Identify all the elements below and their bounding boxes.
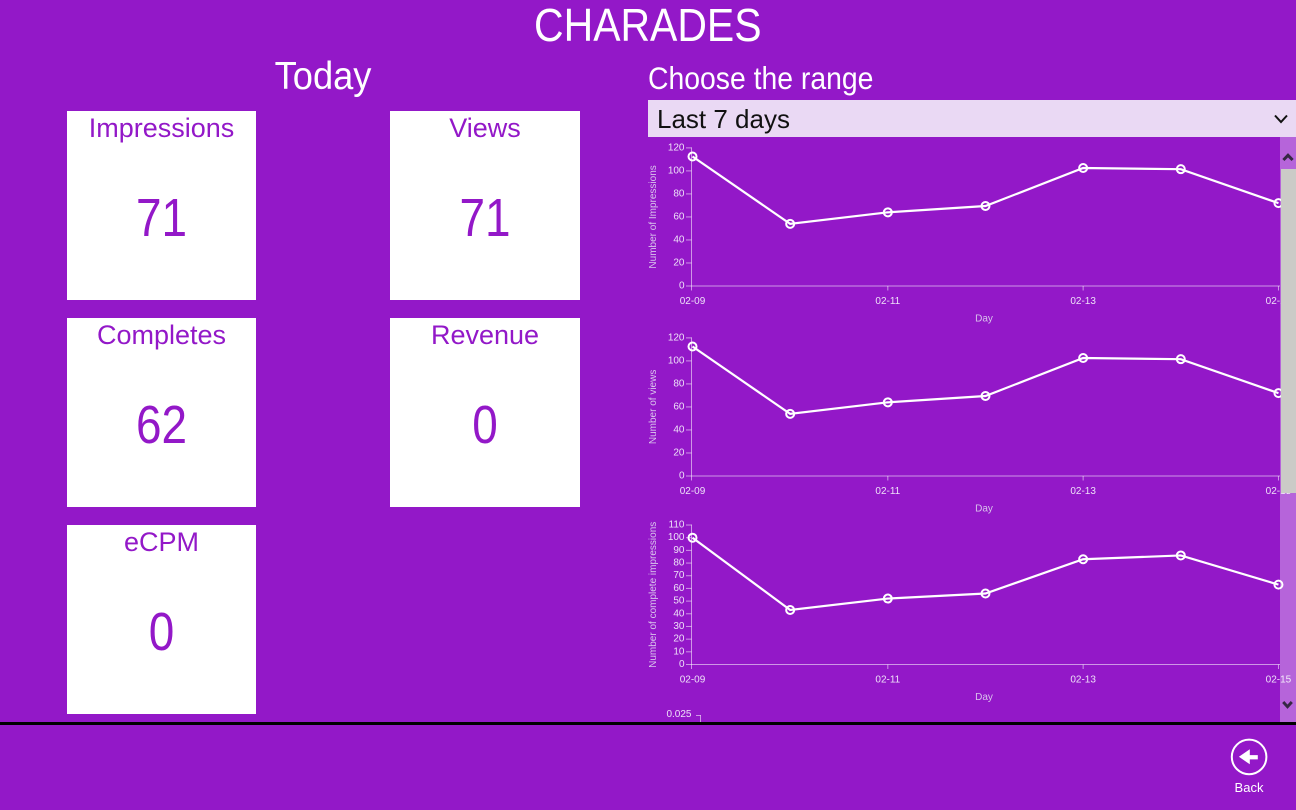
svg-text:40: 40	[673, 608, 685, 619]
svg-text:Day: Day	[975, 692, 993, 703]
svg-text:02-09: 02-09	[680, 486, 706, 497]
svg-text:0: 0	[679, 659, 685, 670]
svg-text:120: 120	[668, 142, 685, 153]
svg-text:02-11: 02-11	[875, 296, 900, 307]
svg-text:02-09: 02-09	[680, 675, 706, 686]
svg-text:60: 60	[673, 583, 685, 594]
svg-text:110: 110	[669, 520, 685, 531]
svg-text:20: 20	[673, 634, 685, 645]
svg-text:0: 0	[679, 281, 685, 292]
svg-text:20: 20	[673, 447, 685, 458]
svg-text:Day: Day	[975, 504, 993, 515]
svg-text:0: 0	[679, 471, 685, 482]
svg-text:02-15: 02-15	[1266, 296, 1292, 307]
svg-text:60: 60	[673, 401, 685, 412]
svg-text:70: 70	[673, 570, 685, 581]
svg-text:90: 90	[673, 545, 685, 556]
svg-text:10: 10	[673, 646, 685, 657]
svg-text:80: 80	[673, 558, 685, 569]
svg-text:30: 30	[673, 621, 685, 632]
svg-text:Day: Day	[975, 314, 993, 325]
svg-text:40: 40	[673, 424, 685, 435]
svg-text:120: 120	[668, 332, 685, 343]
svg-text:Number of views: Number of views	[648, 370, 659, 444]
svg-text:100: 100	[668, 532, 685, 543]
svg-text:Number of Impressions: Number of Impressions	[648, 165, 659, 268]
svg-text:100: 100	[668, 165, 685, 176]
svg-text:02-13: 02-13	[1070, 675, 1096, 686]
svg-text:02-11: 02-11	[875, 675, 900, 686]
svg-text:02-13: 02-13	[1070, 296, 1096, 307]
svg-text:02-15: 02-15	[1266, 486, 1292, 497]
svg-text:02-15: 02-15	[1266, 675, 1292, 686]
svg-text:02-09: 02-09	[680, 296, 706, 307]
svg-text:20: 20	[673, 257, 685, 268]
svg-text:02-11: 02-11	[875, 486, 900, 497]
svg-text:50: 50	[673, 596, 685, 607]
svg-text:60: 60	[673, 211, 685, 222]
svg-text:40: 40	[673, 234, 685, 245]
svg-text:Number of complete impressions: Number of complete impressions	[648, 522, 659, 668]
svg-text:80: 80	[673, 378, 685, 389]
svg-text:0.025: 0.025	[666, 709, 691, 720]
svg-text:100: 100	[668, 355, 685, 366]
svg-text:02-13: 02-13	[1070, 486, 1096, 497]
svg-text:80: 80	[673, 188, 685, 199]
